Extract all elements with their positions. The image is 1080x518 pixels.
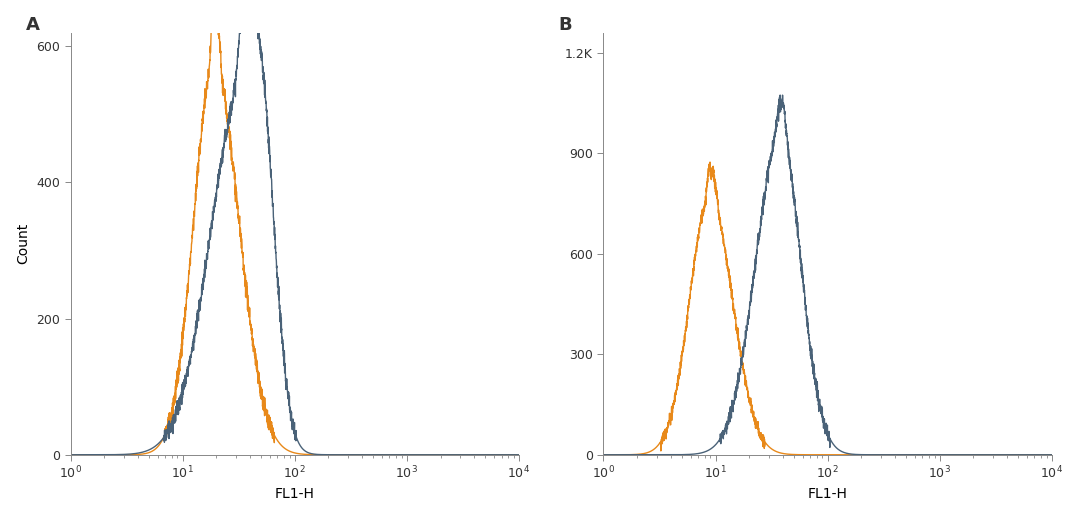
X-axis label: FL1-H: FL1-H — [808, 487, 848, 501]
Y-axis label: Count: Count — [16, 223, 30, 264]
Text: A: A — [26, 16, 40, 34]
Text: B: B — [558, 16, 572, 34]
X-axis label: FL1-H: FL1-H — [274, 487, 314, 501]
